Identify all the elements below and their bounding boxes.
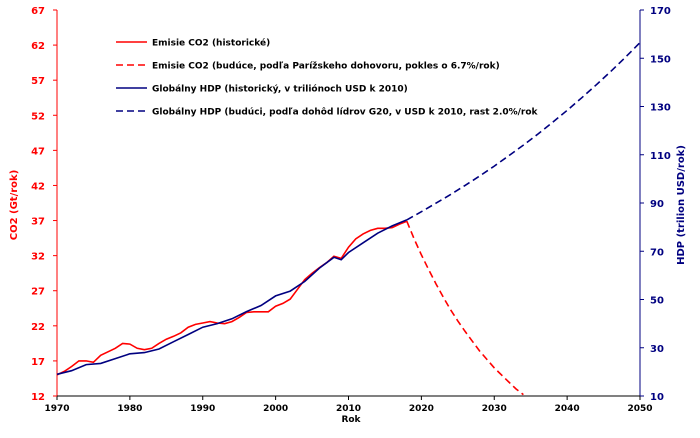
- series-line-2: [406, 220, 524, 396]
- left-y-tick-label: 12: [31, 392, 45, 403]
- right-y-tick-label: 110: [650, 151, 671, 162]
- x-axis-label: Rok: [341, 415, 361, 425]
- left-y-tick-label: 47: [31, 146, 45, 157]
- left-y-tick-label: 17: [31, 357, 45, 368]
- left-y-tick-label: 57: [31, 76, 45, 87]
- x-tick-label: 2040: [555, 404, 580, 414]
- legend-label-3: Globálny HDP (historický, v triliónoch U…: [152, 84, 408, 95]
- legend-label-2: Emisie CO2 (budúce, podľa Parížskeho doh…: [152, 62, 500, 72]
- right-y-tick-label: 130: [650, 103, 671, 114]
- left-y-tick-label: 62: [31, 41, 45, 52]
- left-y-tick-label: 52: [31, 111, 45, 122]
- left-y-axis-label: CO2 (Gt/rok): [9, 170, 20, 241]
- x-tick-label: 2010: [336, 404, 361, 414]
- series-line-3: [56, 219, 408, 376]
- x-tick-label: 1980: [117, 404, 142, 414]
- right-y-axis-label: HDP (trilion USD/rok): [676, 145, 687, 265]
- x-tick-label: 2050: [627, 404, 652, 414]
- right-y-tick-label: 50: [650, 296, 664, 307]
- left-y-tick-label: 32: [31, 252, 45, 263]
- left-y-tick-label: 22: [31, 322, 45, 333]
- right-y-tick-label: 90: [650, 199, 664, 210]
- right-y-tick-label: 170: [650, 6, 671, 17]
- right-y-tick-label: 150: [650, 54, 671, 65]
- left-y-tick-label: 42: [31, 181, 45, 192]
- x-axis: 1970 1980 1990 2000 2010 2020 2030 2040 2050: [44, 396, 653, 414]
- left-y-axis: 12 17 22 27 32 37 42 47 52 57 62 67: [31, 6, 57, 403]
- right-y-axis: 10 30 50 70 90 110 130 150 170: [640, 6, 671, 403]
- legend-label-4: Globálny HDP (budúci, podľa dohôd lídrov…: [152, 107, 539, 118]
- x-tick-label: 2020: [409, 404, 434, 414]
- series-layer: [56, 42, 641, 396]
- right-y-tick-label: 30: [650, 344, 664, 355]
- left-y-tick-label: 37: [31, 217, 45, 228]
- series-line-4: [406, 42, 641, 221]
- right-y-tick-label: 70: [650, 247, 664, 258]
- left-y-tick-label: 27: [31, 287, 45, 298]
- legend: Emisie CO2 (historické) Emisie CO2 (budúc…: [116, 38, 539, 118]
- left-y-tick-label: 67: [31, 6, 45, 17]
- legend-label-1: Emisie CO2 (historické): [152, 38, 270, 49]
- right-y-tick-label: 10: [650, 392, 664, 403]
- series-line-1: [56, 220, 408, 376]
- x-tick-label: 2030: [482, 404, 507, 414]
- x-tick-label: 2000: [263, 404, 288, 414]
- x-tick-label: 1990: [190, 404, 215, 414]
- x-tick-label: 1970: [44, 404, 69, 414]
